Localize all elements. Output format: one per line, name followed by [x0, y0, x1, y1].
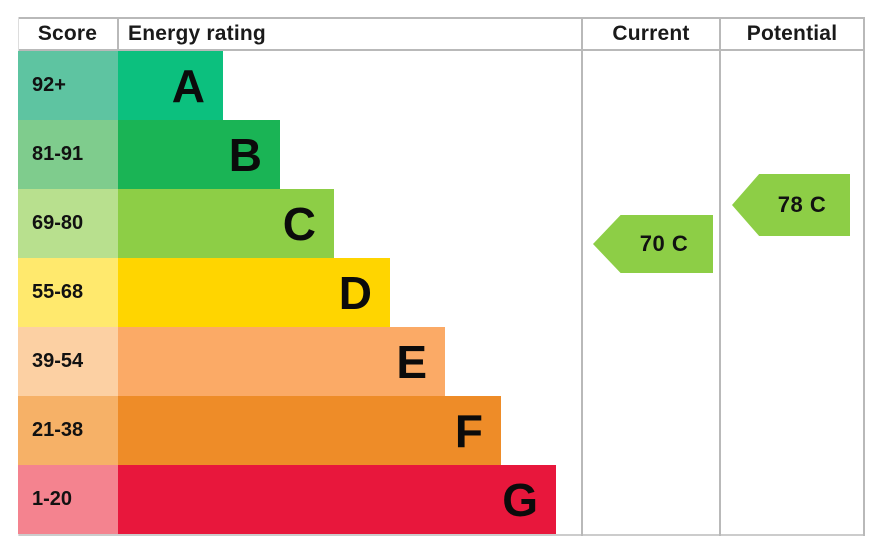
rating-bar-b: B — [118, 120, 280, 189]
current-rating-label: 70 C — [639, 231, 689, 256]
header-potential: Potential — [746, 22, 838, 45]
score-range: 81-91 — [18, 120, 118, 189]
score-range: 39-54 — [18, 327, 118, 396]
rating-bar-c: C — [118, 189, 334, 258]
score-range: 55-68 — [18, 258, 118, 327]
band-letter: F — [454, 404, 483, 457]
table-top-border — [18, 17, 865, 19]
column-divider-potential — [719, 17, 721, 536]
score-range: 69-80 — [18, 189, 118, 258]
rating-bar-a: A — [118, 51, 223, 120]
band-row-c: 69-80 C — [18, 189, 578, 258]
band-row-g: 1-20 G — [18, 465, 578, 534]
band-row-f: 21-38 F — [18, 396, 578, 465]
current-rating-arrow: 70 C — [593, 215, 713, 273]
table-bottom-border — [18, 534, 865, 536]
band-letter: G — [502, 473, 538, 526]
rating-bar-d: D — [118, 258, 390, 327]
score-range: 21-38 — [18, 396, 118, 465]
band-row-a: 92+ A — [18, 51, 578, 120]
score-range: 1-20 — [18, 465, 118, 534]
column-divider-current — [581, 17, 583, 536]
band-row-b: 81-91 B — [18, 120, 578, 189]
rating-bar-e: E — [118, 327, 445, 396]
header-bottom-border — [18, 49, 865, 51]
band-letter: E — [396, 335, 427, 388]
band-letter: A — [171, 59, 205, 112]
band-row-d: 55-68 D — [18, 258, 578, 327]
band-letter: C — [282, 197, 316, 250]
score-range: 92+ — [18, 51, 118, 120]
table-right-border — [863, 17, 865, 536]
header-energy-rating: Energy rating — [128, 22, 266, 45]
potential-rating-label: 78 C — [777, 192, 827, 217]
band-letter: B — [228, 128, 262, 181]
header-score: Score — [37, 22, 98, 45]
header-divider-score — [117, 17, 119, 50]
potential-rating-arrow: 78 C — [732, 174, 850, 236]
rating-bar-g: G — [118, 465, 556, 534]
rating-bar-f: F — [118, 396, 501, 465]
band-row-e: 39-54 E — [18, 327, 578, 396]
band-letter: D — [338, 266, 372, 319]
header-current: Current — [612, 22, 690, 45]
